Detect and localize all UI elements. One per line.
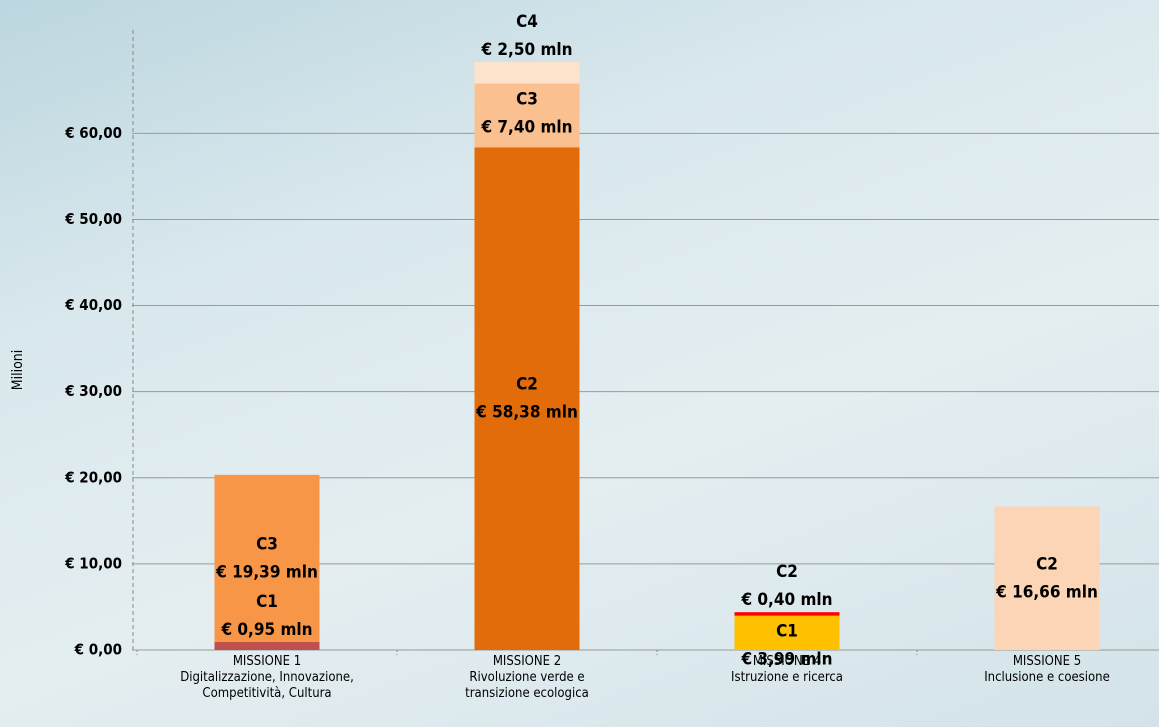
bar-segment	[734, 612, 840, 616]
bar-segment	[474, 83, 580, 148]
y-tick-label: € 0,00	[74, 641, 122, 659]
data-label: € 0,95 mln	[220, 620, 312, 640]
bar-segment	[994, 506, 1100, 650]
segment-name: C4	[516, 12, 538, 32]
y-axis-label: Milioni	[10, 350, 26, 391]
bar-segment	[734, 615, 840, 650]
data-label: € 2,50 mln	[480, 40, 572, 60]
bar-segment	[474, 147, 580, 651]
data-label: € 58,38 mln	[475, 403, 578, 423]
y-tick-label: € 60,00	[64, 124, 122, 142]
data-label: € 19,39 mln	[215, 562, 318, 582]
segment-name: C2	[516, 375, 538, 395]
segment-name: C3	[516, 90, 538, 110]
segment-name: C2	[1036, 554, 1058, 574]
y-tick-label: € 50,00	[64, 210, 122, 228]
x-tick-label: MISSIONE 5 Inclusione e coesione	[984, 654, 1110, 685]
segment-name: C1	[256, 592, 278, 612]
x-tick-label: MISSIONE 1 Digitalizzazione, Innovazione…	[180, 654, 354, 701]
bar-segment	[474, 62, 580, 84]
data-label: € 3,99 mln	[740, 650, 832, 670]
segment-name: C1	[776, 622, 798, 642]
data-label: € 7,40 mln	[480, 118, 572, 138]
y-tick-label: € 40,00	[64, 296, 122, 314]
y-tick-label: € 30,00	[64, 382, 122, 400]
x-tick-label: MISSIONE 2 Rivoluzione verde e transizio…	[465, 654, 589, 701]
y-tick-label: € 20,00	[64, 468, 122, 486]
data-label: € 16,66 mln	[995, 582, 1098, 602]
segment-name: C3	[256, 534, 278, 554]
y-tick-label: € 10,00	[64, 554, 122, 572]
data-label: € 0,40 mln	[740, 590, 832, 610]
segment-name: C2	[776, 562, 798, 582]
bar-segment	[214, 474, 320, 642]
x-tick-label: MISSIONE 4 Istruzione e ricerca	[731, 654, 843, 685]
bar-segment	[214, 641, 320, 650]
